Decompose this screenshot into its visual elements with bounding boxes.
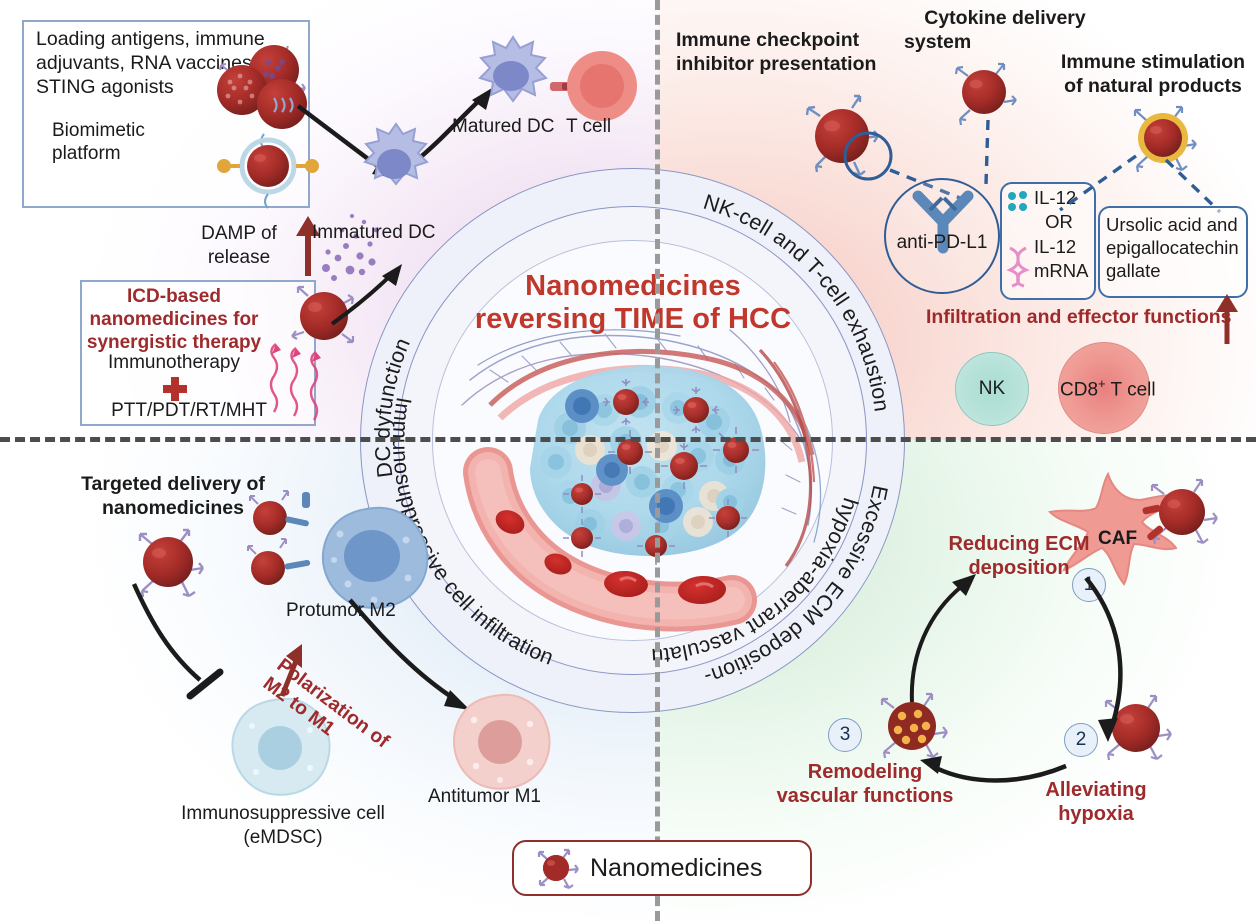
step-number-2: 2 bbox=[1064, 723, 1098, 757]
il12-box-lines: IL-12 OR IL-12 mRNA bbox=[1034, 187, 1089, 282]
cytokine-dashed-leader bbox=[984, 119, 990, 185]
step3-nanoparticle-illustration bbox=[880, 692, 948, 759]
box-il12 bbox=[1000, 182, 1096, 300]
nk-cell-illustration: NK bbox=[955, 352, 1029, 426]
tumor-microenvironment-illustration bbox=[461, 329, 822, 632]
up-arrow-icon bbox=[296, 216, 320, 276]
nk-cell-label: NK bbox=[978, 378, 1006, 399]
icd-heading: ICD-based nanomedicines for synergistic … bbox=[86, 286, 262, 353]
divider-horizontal bbox=[0, 437, 1256, 442]
polarization-up-arrow-icon bbox=[279, 644, 302, 697]
cytokine-delivery-heading: Cytokine delivery system bbox=[904, 7, 1086, 54]
nanoparticle-icon bbox=[537, 848, 579, 890]
step2-nanoparticle-illustration bbox=[1104, 694, 1172, 761]
natural-products-dashed-leaders bbox=[1059, 154, 1222, 214]
cytokine-nanoparticle-illustration bbox=[954, 62, 1017, 126]
biomimetic-platform-label: Biomimetic platform bbox=[52, 120, 145, 164]
anti-pd-l1-label: anti-PD-L1 bbox=[896, 232, 988, 253]
cd8-t-cell-illustration bbox=[1058, 342, 1150, 434]
icd-modalities-label: PTT/PDT/RT/MHT bbox=[111, 400, 267, 421]
plus-icon bbox=[163, 377, 187, 401]
antibody-icon bbox=[912, 190, 974, 254]
immature-dc-label: Immatured DC bbox=[312, 222, 436, 243]
legend-nanomedicines: Nanomedicines bbox=[512, 840, 812, 896]
legend-label: Nanomedicines bbox=[590, 853, 763, 882]
cd8-superscript: + bbox=[1098, 376, 1106, 391]
cd8-t-cell-label: CD8+ T cell bbox=[1060, 376, 1156, 401]
damp-particles-illustration bbox=[322, 214, 379, 281]
immature-dc-illustration bbox=[363, 122, 429, 186]
natural-products-text: Ursolic acid and epigallocatechin gallat… bbox=[1106, 214, 1239, 281]
t-cell-label: T cell bbox=[566, 116, 612, 137]
immunosuppressive-cell-illustration bbox=[231, 697, 331, 796]
cytokine-dots-icon bbox=[1008, 191, 1027, 211]
protumor-m2-label: Protumor M2 bbox=[286, 600, 396, 621]
step-1-label: Reducing ECM deposition bbox=[948, 533, 1090, 579]
center-title-line-2: reversing TIME of HCC bbox=[474, 303, 792, 336]
inhibition-arrow-to-emdsc bbox=[131, 583, 224, 700]
step-3-label: Remodeling vascular functions bbox=[776, 761, 954, 807]
box-natural-products bbox=[1098, 206, 1248, 298]
targeted-delivery-heading: Targeted delivery of nanomedicines bbox=[81, 473, 265, 520]
divider-vertical bbox=[655, 0, 660, 921]
matured-dc-illustration bbox=[478, 35, 548, 103]
mrna-strand-icon bbox=[1006, 246, 1030, 288]
loading-antigens-text: Loading antigens, immune adjuvants, RNA … bbox=[36, 28, 275, 98]
page-title: Nanomedicines reversing TIME of HCC bbox=[440, 270, 826, 336]
icd-immunotherapy-label: Immunotherapy bbox=[107, 352, 240, 373]
natural-product-nanoparticle-illustration bbox=[1133, 105, 1197, 173]
center-title-line-1: Nanomedicines bbox=[525, 270, 741, 302]
natural-products-heading: Immune stimulation of natural products bbox=[1060, 51, 1246, 98]
matured-dc-label: Matured DC bbox=[452, 116, 555, 137]
caf-label: CAF bbox=[1098, 528, 1138, 549]
infiltration-up-arrow-icon bbox=[1216, 294, 1238, 344]
t-cell-illustration bbox=[567, 51, 637, 121]
cycle-arrows bbox=[909, 574, 1123, 783]
immune-checkpoint-heading: Immune checkpoint inhibitor presentation bbox=[676, 29, 877, 76]
protumor-m2-illustration bbox=[321, 506, 429, 609]
caf-targeting-nanoparticle bbox=[1142, 478, 1218, 545]
targeted-nanoparticle-illustration bbox=[138, 528, 204, 598]
immunosuppressive-cell-label: Immunosuppressive cell (eMDSC) bbox=[181, 803, 385, 848]
step-number-3: 3 bbox=[828, 718, 862, 752]
arrow-damp-to-dc bbox=[330, 264, 402, 326]
arrow-m2-to-m1 bbox=[348, 598, 470, 710]
nanoparticles-binding-m2 bbox=[247, 490, 311, 585]
icd-nanoparticle-illustration bbox=[269, 285, 355, 421]
antitumor-m1-label: Antitumor M1 bbox=[428, 786, 541, 807]
antitumor-m1-illustration bbox=[453, 693, 551, 790]
infiltration-effector-label: Infiltration and effector functions bbox=[926, 306, 1232, 328]
biomimetic-nanoparticle-illustration bbox=[217, 45, 319, 209]
step-2-label: Alleviating hypoxia bbox=[1045, 779, 1147, 825]
damp-release-label: DAMP of release bbox=[201, 223, 277, 268]
